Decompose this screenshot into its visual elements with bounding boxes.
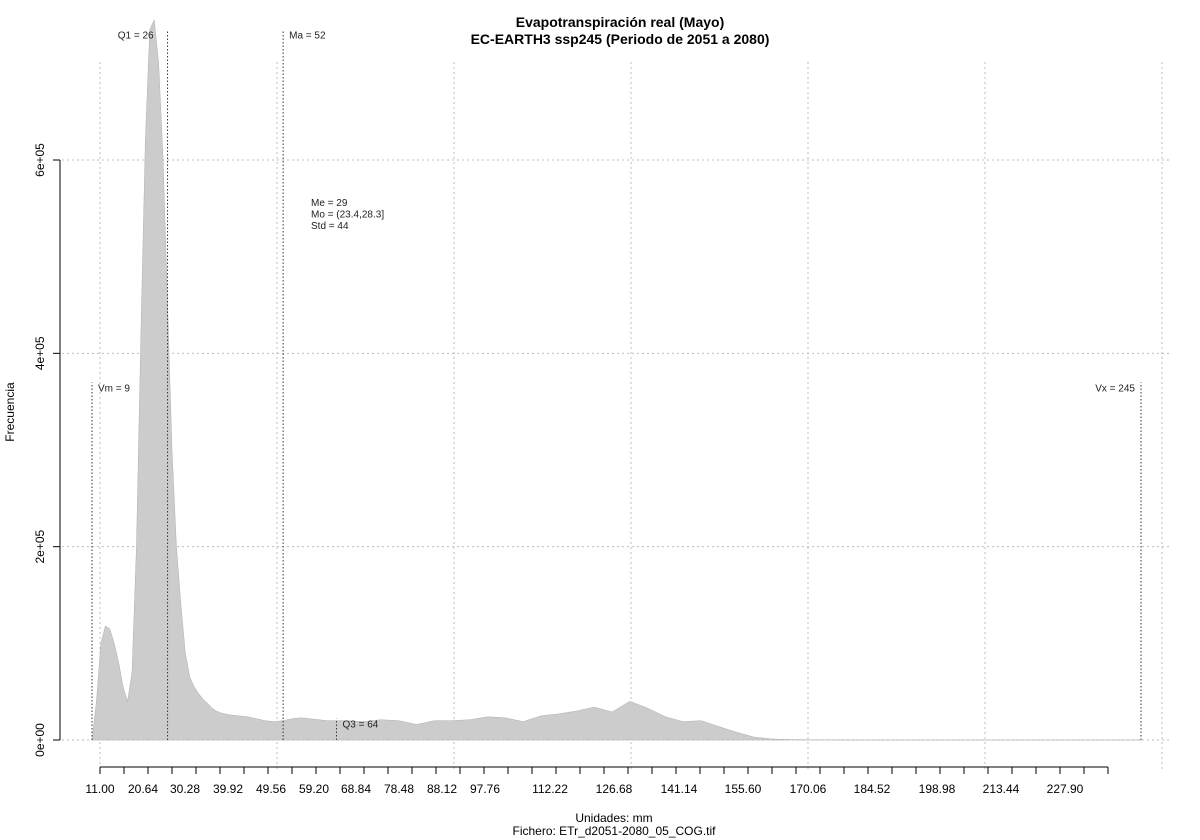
x-axis: 11.00 20.64 30.28 39.92 49.56 59.20 68.84 78.48…	[85, 766, 1109, 796]
stat-label: Me = 29	[311, 198, 348, 209]
x-tick-label: 88.12	[427, 782, 457, 796]
ref-line-label: Vx = 245	[1095, 383, 1135, 394]
y-tick-label: 4e+05	[33, 336, 47, 370]
x-tick-label: 227.90	[1047, 782, 1084, 796]
x-tick-label: 141.14	[661, 782, 698, 796]
footer-filename: Fichero: ETr_d2051-2080_05_COG.tif	[513, 824, 717, 838]
stat-label: Std = 44	[311, 221, 349, 232]
ref-line-label: Q1 = 26	[118, 31, 154, 42]
x-tick-label: 59.20	[299, 782, 329, 796]
x-tick-label: 11.00	[85, 782, 114, 796]
x-tick-label: 20.64	[128, 782, 158, 796]
y-tick-label: 0e+00	[33, 723, 47, 757]
y-axis: 0e+00 2e+05 4e+05 6e+05	[33, 143, 61, 757]
reference-lines: Vm = 9 Q1 = 26 Ma = 52 Q3 = 64 Vx = 245	[91, 29, 1142, 740]
x-tick-label: 126.68	[596, 782, 633, 796]
frequency-area	[91, 18, 1141, 741]
x-tick-label: 30.28	[170, 782, 200, 796]
x-tick-label: 170.06	[790, 782, 827, 796]
stat-label: Mo = (23.4,28.3]	[311, 210, 384, 221]
ref-line-label: Ma = 52	[289, 31, 326, 42]
x-tick-label: 213.44	[983, 782, 1020, 796]
x-tick-label: 78.48	[384, 782, 414, 796]
chart-title: Evapotranspiración real (Mayo)	[516, 14, 725, 30]
y-axis-title: Frecuencia	[3, 382, 17, 442]
ref-line-label: Q3 = 64	[342, 720, 378, 731]
chart-subtitle: EC-EARTH3 ssp245 (Periodo de 2051 a 2080…	[471, 31, 770, 47]
x-tick-label: 184.52	[854, 782, 891, 796]
x-tick-label: 68.84	[341, 782, 371, 796]
ref-line-label: Vm = 9	[98, 383, 130, 394]
grid	[62, 62, 1170, 770]
x-tick-label: 97.76	[470, 782, 500, 796]
x-tick-label: 39.92	[213, 782, 243, 796]
x-axis-title: Unidades: mm	[575, 811, 652, 825]
y-tick-label: 6e+05	[33, 143, 47, 177]
y-tick-label: 2e+05	[33, 529, 47, 563]
x-tick-label: 49.56	[256, 782, 286, 796]
x-tick-label: 155.60	[725, 782, 762, 796]
x-tick-label: 198.98	[919, 782, 956, 796]
x-tick-label: 112.22	[532, 782, 568, 796]
